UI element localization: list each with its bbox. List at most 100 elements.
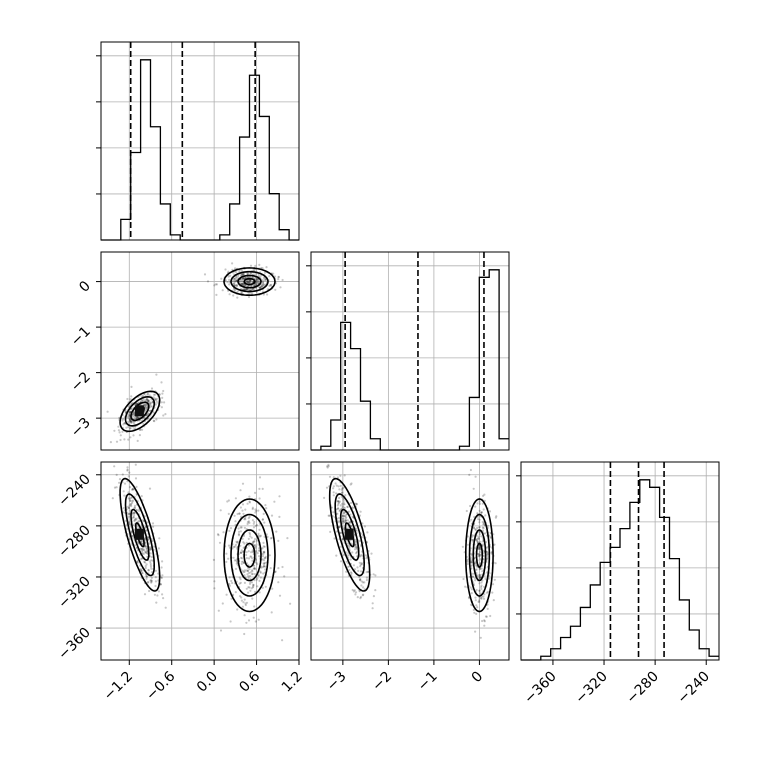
sample-point [365,571,368,574]
sample-point [234,520,237,523]
sample-point [140,539,143,542]
sample-point [232,545,235,549]
sample-point [472,526,475,529]
sample-point [341,502,344,505]
sample-point [255,539,259,542]
sample-point [234,543,237,547]
sample-point [145,405,148,408]
sample-point [277,278,280,281]
sample-point [262,562,265,565]
sample-point [132,434,135,437]
sample-point [254,544,257,547]
density-contour [230,270,269,293]
x-tick-label: −2 [369,669,395,695]
sample-point [487,590,490,593]
sample-point [341,522,344,525]
sample-point [349,483,352,486]
sample-point [261,555,264,558]
sample-point [372,573,375,576]
sample-point [479,573,482,577]
sample-point [248,281,251,284]
sample-point [491,591,494,594]
sample-point [231,581,234,585]
sample-point [262,553,265,556]
sample-point [115,486,118,489]
sample-point [356,596,359,599]
sample-point [149,560,152,563]
sample-point [145,574,148,577]
sample-point [126,505,130,508]
sample-point [230,597,233,600]
sample-point [149,562,152,565]
sample-point [248,533,252,536]
sample-point [260,285,263,288]
sample-point [355,529,358,532]
sample-point [219,629,223,632]
sample-point [478,555,481,558]
sample-point [461,545,464,548]
sample-point [251,586,254,589]
sample-point [355,546,358,549]
sample-point [129,398,132,401]
sample-point [248,500,251,503]
sample-point [148,394,151,397]
sample-point [371,602,374,605]
sample-point [154,569,157,572]
sample-point [258,263,261,266]
sample-point [132,536,135,539]
sample-point [247,276,250,279]
sample-point [349,558,352,561]
sample-point [253,573,256,576]
sample-point [263,545,266,548]
sample-point [327,465,330,468]
sample-point [477,537,480,540]
sample-point [141,519,144,522]
sample-point [482,597,486,600]
sample-point [152,393,156,396]
sample-point [474,475,477,478]
sample-point [333,537,336,540]
y-tick-label: −1 [68,324,94,350]
sample-point [128,415,131,418]
sample-point [248,571,251,575]
sample-point [339,504,342,507]
density-contour [230,513,269,597]
sample-point [350,501,353,504]
sample-point [257,618,260,621]
sample-point [249,571,252,574]
sample-point [465,509,468,513]
sample-point [483,493,486,496]
sample-point [337,507,340,510]
sample-point [252,567,255,570]
sample-point [249,535,252,538]
sample-point [335,492,338,495]
sample-point [145,407,148,410]
sample-point [135,402,138,405]
sample-point [248,574,252,578]
sample-point [247,591,250,594]
sample-point [163,401,166,404]
sample-point [244,516,247,520]
sample-point [477,518,480,521]
sample-point [239,526,242,529]
sample-point [338,509,341,513]
sample-point [251,519,254,522]
sample-point [473,527,476,530]
sample-point [158,537,161,540]
sample-point [270,283,273,286]
sample-point [145,563,148,566]
sample-point [476,537,479,541]
sample-point [336,507,340,510]
sample-point [247,619,251,622]
sample-point [339,545,343,549]
sample-point [140,495,143,498]
sample-point [355,550,358,554]
sample-point [228,584,231,587]
sample-point [283,575,286,578]
sample-point [128,521,131,524]
sample-point [254,278,257,281]
x-tick-label: 1.2 [279,669,306,696]
sample-point [228,278,231,281]
sample-point [257,279,260,282]
sample-point [480,511,483,515]
